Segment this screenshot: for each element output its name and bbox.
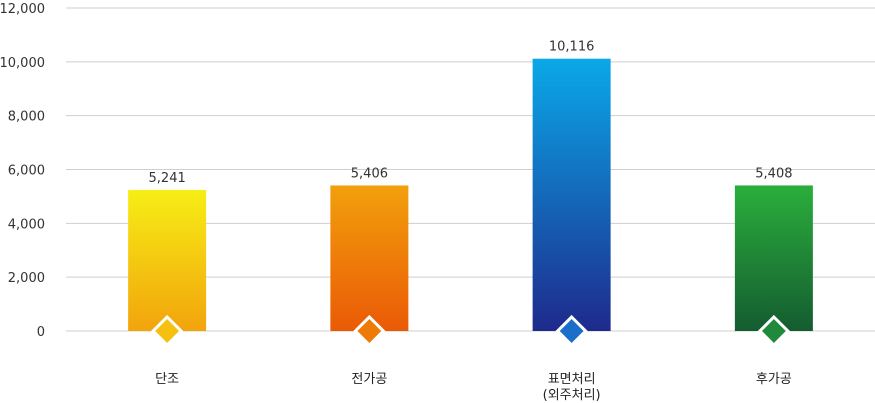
bar <box>128 189 207 331</box>
y-tick-label: 10,000 <box>0 56 45 71</box>
data-label: 10,116 <box>549 40 595 55</box>
y-tick-label: 12,000 <box>0 2 45 17</box>
x-category-label: 단조 <box>155 372 179 387</box>
y-axis: 0 2,000 4,000 6,000 8,000 10,000 12,000 <box>0 2 45 340</box>
x-axis: 단조 전가공 표면처리 (외주처리) 후가공 <box>155 372 792 403</box>
bar <box>532 58 611 331</box>
x-category-label: 전가공 <box>351 372 387 387</box>
y-tick-label: 8,000 <box>8 110 45 125</box>
x-category-label: 표면처리 (외주처리) <box>543 372 601 403</box>
x-category-label: 후가공 <box>756 372 792 387</box>
y-tick-label: 2,000 <box>8 271 45 286</box>
bar <box>734 185 813 331</box>
diamond-marker <box>151 314 184 348</box>
diamond-marker <box>353 314 386 348</box>
bars: 5,241 5,406 10,116 5,408 <box>128 40 813 348</box>
y-tick-label: 6,000 <box>8 164 45 179</box>
bar <box>330 185 409 331</box>
data-label: 5,406 <box>351 166 388 181</box>
data-label: 5,241 <box>149 171 186 186</box>
data-label: 5,408 <box>755 166 792 181</box>
diamond-marker <box>555 314 588 348</box>
y-tick-label: 4,000 <box>8 217 45 232</box>
diamond-marker <box>757 314 790 348</box>
y-tick-label: 0 <box>37 325 45 340</box>
